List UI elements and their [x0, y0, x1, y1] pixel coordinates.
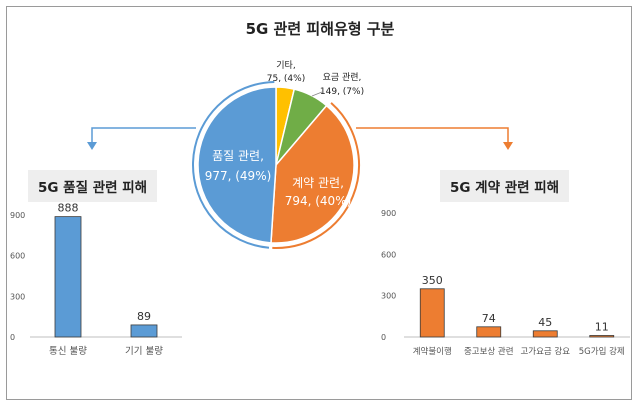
pie-chart: 품질 관련, 977, (49%) 계약 관련, 794, (40%) 기타, 75, (…	[192, 60, 364, 249]
contract-category-label: 중고보상 관련	[464, 346, 514, 357]
fee-leader-line	[311, 91, 323, 97]
connector-arrows	[87, 127, 513, 150]
left-arrow-line	[91, 127, 196, 144]
contract-ytick: 900	[381, 209, 396, 218]
contract-ytick: 600	[381, 250, 396, 259]
contract-bar	[419, 288, 445, 338]
contract-ytick: 300	[381, 292, 396, 301]
contract-data-label: 74	[482, 312, 496, 325]
quality-ytick: 300	[10, 292, 25, 301]
pie-label-fee: 요금 관련,	[323, 72, 362, 83]
quality-subtitle: 5G 품질 관련 피해	[28, 170, 158, 202]
contract-data-label: 350	[422, 274, 443, 287]
contract-category-label: 5G가입 강제	[579, 346, 625, 357]
pie-label-quality: 품질 관련,	[212, 149, 264, 163]
pie-label-contract: 계약 관련,	[292, 175, 344, 190]
quality-ytick: 900	[10, 211, 25, 220]
outer-frame	[6, 6, 632, 400]
quality-bar-chart: 0 300 600 900 888 통신 불량 89 기기 불량	[10, 202, 182, 357]
pie-label-other: 기타,	[276, 60, 295, 71]
pie-value-other: 75, (4%)	[267, 74, 305, 84]
right-arrow-line	[356, 127, 509, 144]
quality-bar	[130, 324, 158, 338]
contract-ytick: 0	[381, 333, 386, 342]
contract-outline-arc	[272, 102, 360, 249]
contract-subtitle: 5G 계약 관련 피해	[440, 170, 570, 202]
quality-category-label: 기기 불량	[125, 345, 163, 357]
quality-ytick: 0	[10, 333, 15, 342]
contract-data-label: 11	[595, 320, 609, 333]
quality-data-label: 89	[137, 310, 151, 323]
quality-category-label: 통신 불량	[49, 345, 87, 357]
pie-slice	[197, 86, 277, 244]
quality-data-label: 888	[58, 202, 79, 215]
contract-category-label: 고가요금 강요	[520, 346, 570, 357]
pie-slice	[270, 104, 355, 244]
contract-bar	[589, 335, 615, 338]
left-arrowhead	[87, 142, 97, 150]
pie-value-contract: 794, (40%)	[285, 194, 352, 208]
right-arrowhead	[503, 142, 513, 150]
contract-bar-chart: 0 300 600 900 350 계약불이행 74 중고보상 관련 45 고가요금 강요 11 5G…	[381, 209, 630, 357]
quality-ytick: 600	[10, 252, 25, 261]
quality-outline-arc	[192, 81, 275, 249]
contract-bar	[476, 326, 502, 338]
pie-value-fee: 149, (7%)	[320, 87, 364, 97]
pie-value-quality: 977, (49%)	[205, 169, 272, 183]
main-title: 5G 관련 피해유형 구분	[245, 20, 395, 38]
contract-data-label: 45	[538, 316, 552, 329]
contract-bar	[532, 330, 558, 338]
contract-category-label: 계약불이행	[413, 346, 452, 357]
quality-bar	[54, 216, 82, 338]
